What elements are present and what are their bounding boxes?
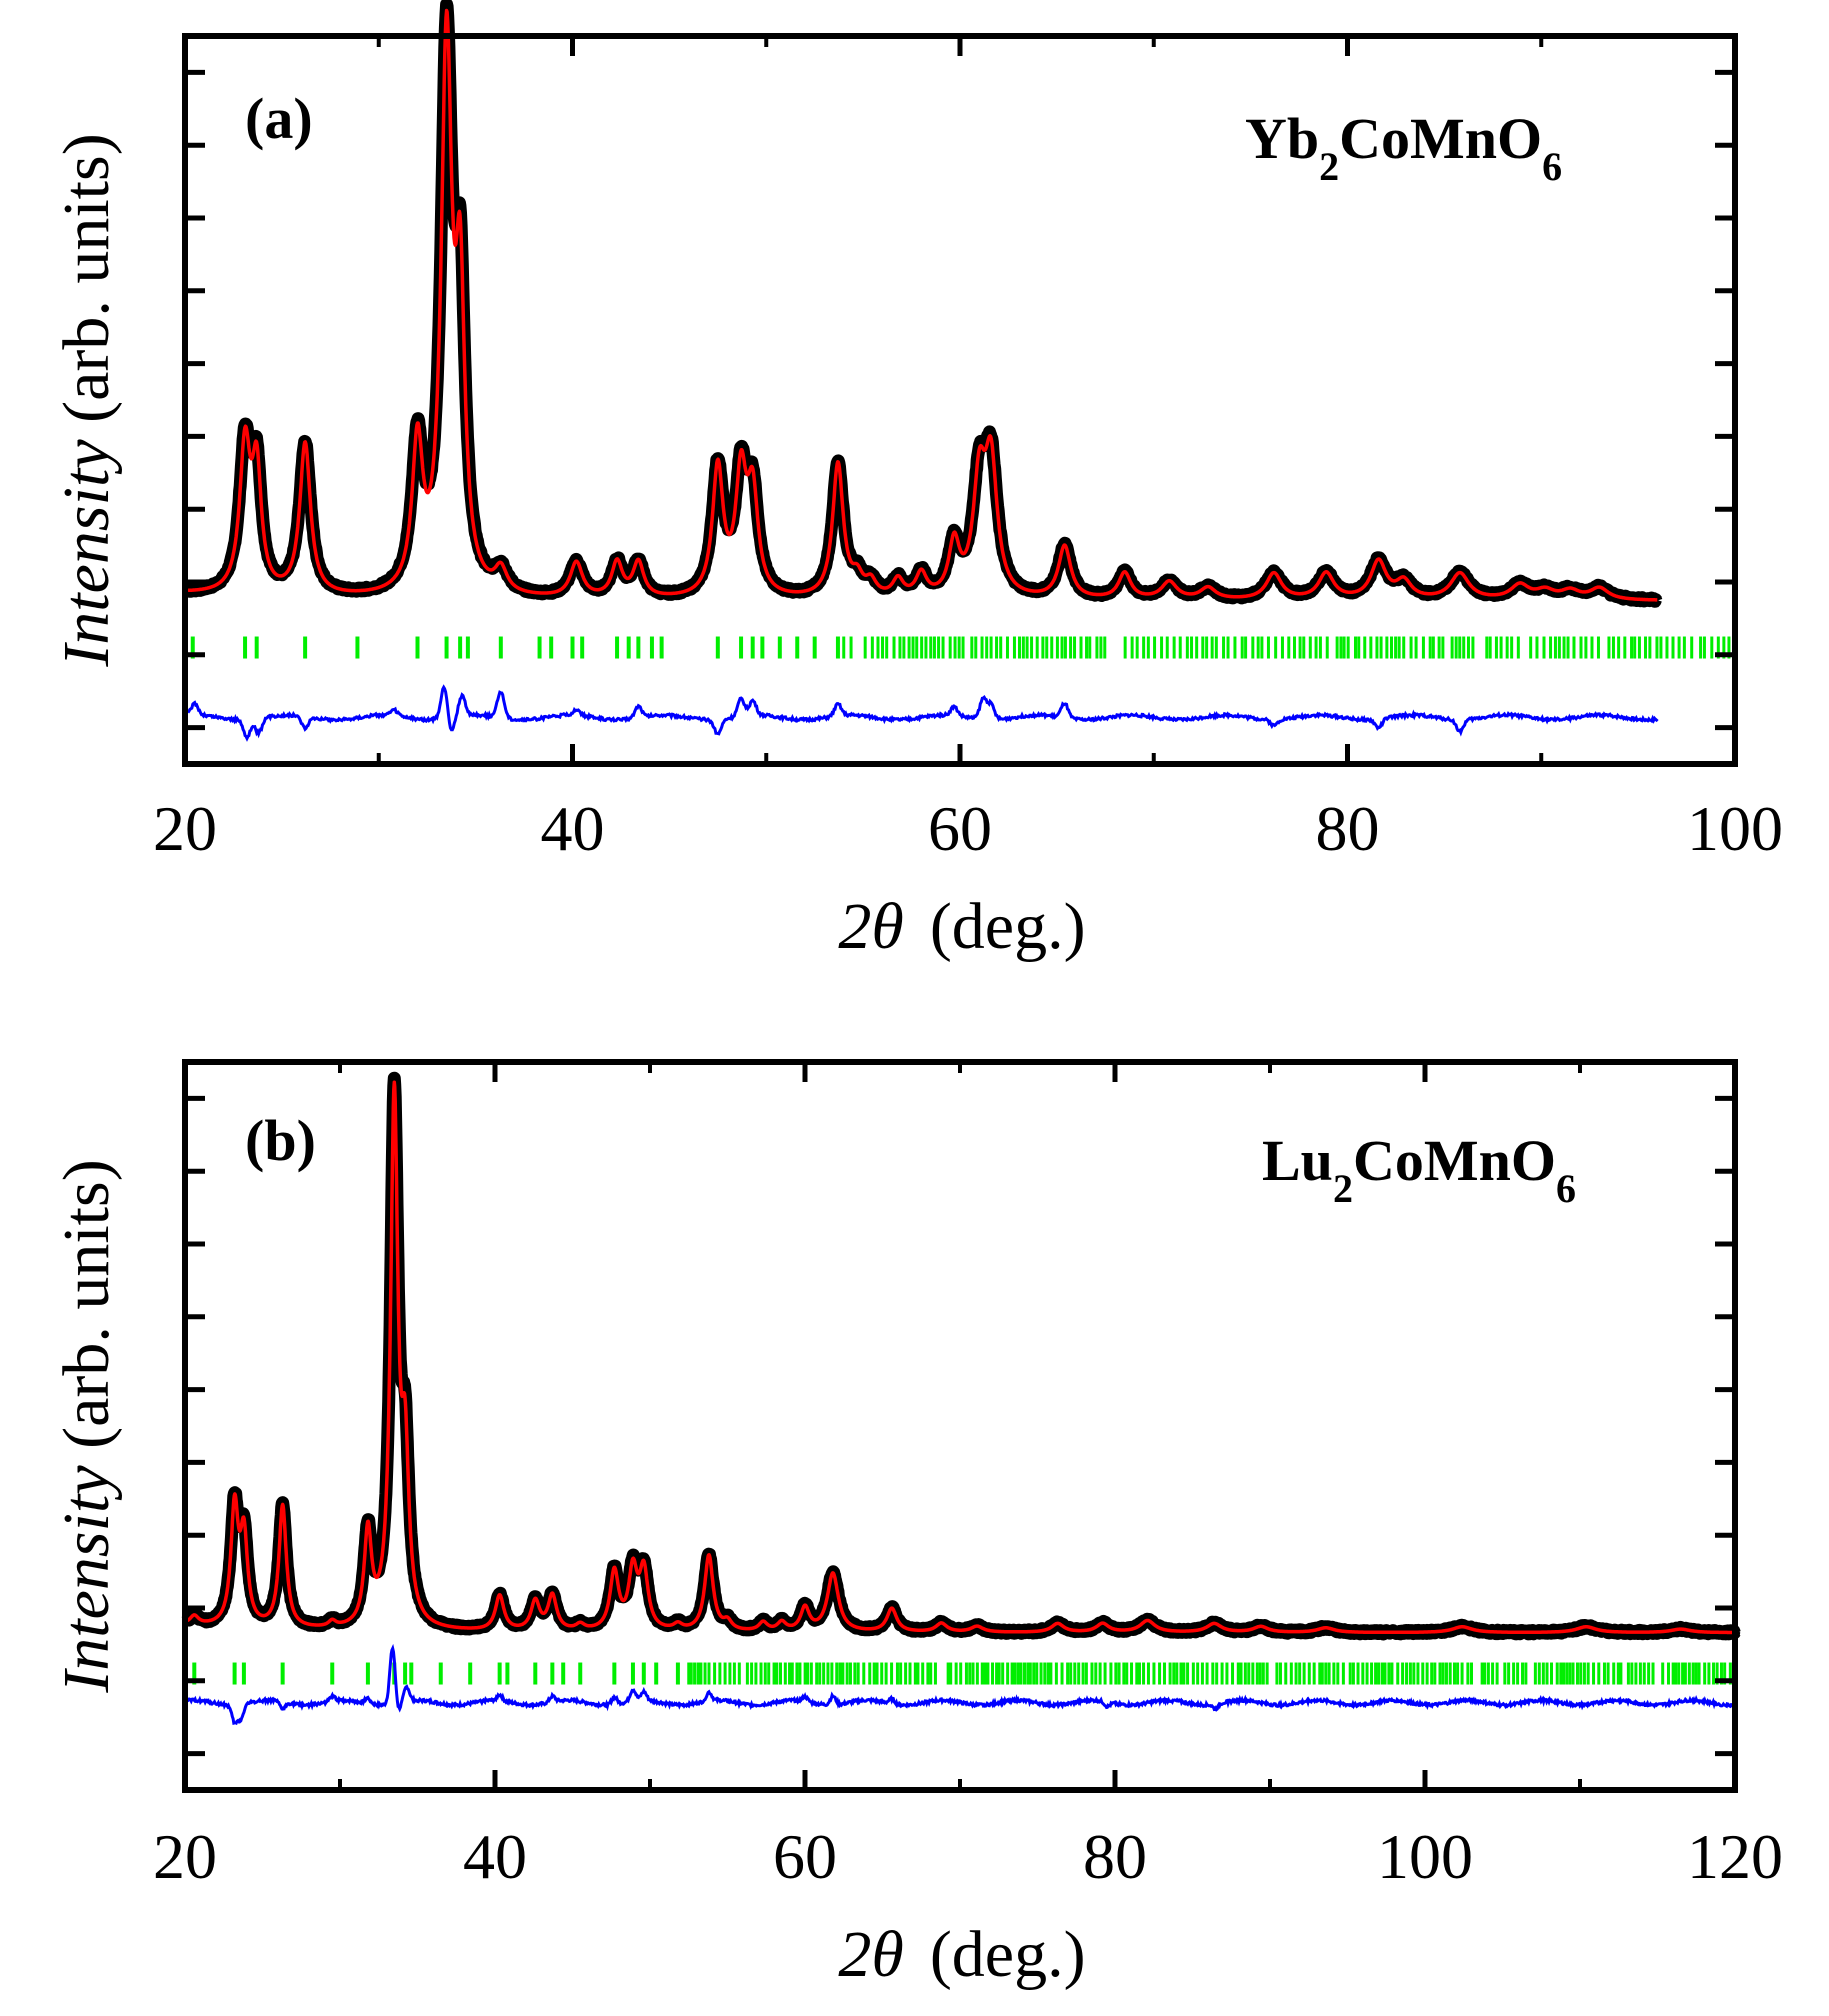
x-tick-label: 20 xyxy=(153,1821,217,1892)
panel-b-compound-base: Lu xyxy=(1262,1128,1333,1193)
panel-b-x-axis-unit: (deg.) xyxy=(930,1918,1086,1991)
panel-a-x-axis-unit: (deg.) xyxy=(930,890,1086,963)
panel-a-compound-label: Yb2CoMnO6 xyxy=(1245,106,1562,189)
panel-b-y-axis-title-italic: Intensity xyxy=(50,1465,123,1694)
panel-a-compound-sub1: 2 xyxy=(1319,144,1339,189)
observed-intensity-line xyxy=(182,0,1664,608)
panel-b-plot-area xyxy=(181,1071,1741,1726)
x-tick-label: 20 xyxy=(153,793,217,864)
x-tick-label: 100 xyxy=(1687,793,1783,864)
panel-b-x-axis-symbol: 2θ xyxy=(838,1918,903,1991)
x-tick-label: 100 xyxy=(1377,1821,1473,1892)
panel-a-x-axis-symbol: 2θ xyxy=(838,890,903,963)
panel-a-y-axis-title-rest: (arb. units) xyxy=(50,133,123,439)
x-tick-label: 80 xyxy=(1083,1821,1147,1892)
panel-a-x-axis-title: 2θ (deg.) xyxy=(838,890,1085,963)
bragg-positions xyxy=(192,1662,1737,1685)
x-tick-label: 80 xyxy=(1316,793,1380,864)
x-tick-label: 40 xyxy=(463,1821,527,1892)
panel-b-compound-label: Lu2CoMnO6 xyxy=(1262,1128,1576,1211)
calculated-intensity-line xyxy=(186,1080,1737,1635)
panel-a-label: (a) xyxy=(245,86,313,151)
panel-a-plot-area xyxy=(182,0,1731,742)
panel-a-ticks: 20 40 60 80 100 xyxy=(153,36,1783,864)
panel-b-compound-sub1: 2 xyxy=(1333,1166,1353,1211)
difference-curve xyxy=(185,1643,1736,1726)
panel-a-compound-sub2: 6 xyxy=(1542,144,1562,189)
panel-b-x-axis-title: 2θ (deg.) xyxy=(838,1918,1085,1991)
panel-b-ticks: 20 40 60 80 100 120 xyxy=(153,1062,1783,1892)
panel-a-y-axis-title-italic: Intensity xyxy=(50,439,123,668)
panel-a: 20 40 60 80 100 (a) Yb2CoMnO6 Intensity (arb… xyxy=(50,0,1783,963)
panel-b-compound-mid: CoMnO xyxy=(1353,1128,1556,1193)
x-tick-label: 60 xyxy=(773,1821,837,1892)
panel-a-compound-base: Yb xyxy=(1245,106,1319,171)
x-tick-label: 60 xyxy=(928,793,992,864)
panel-a-compound-mid: CoMnO xyxy=(1339,106,1542,171)
bragg-positions xyxy=(190,636,1731,659)
difference-curve xyxy=(186,684,1659,742)
panel-b-label: (b) xyxy=(245,1108,316,1173)
panel-b-y-axis-title-rest: (arb. units) xyxy=(50,1159,123,1465)
panel-b-y-axis-title: Intensity (arb. units) xyxy=(50,1159,123,1693)
panel-b: 20 40 60 80 100 120 (b) Lu2CoMnO6 Intensity (… xyxy=(50,1059,1783,1991)
x-tick-label: 40 xyxy=(541,793,605,864)
panel-a-y-axis-title: Intensity (arb. units) xyxy=(50,133,123,667)
calculated-intensity-line xyxy=(186,8,1659,602)
x-tick-label: 120 xyxy=(1687,1821,1783,1892)
panel-b-compound-sub2: 6 xyxy=(1556,1166,1576,1211)
